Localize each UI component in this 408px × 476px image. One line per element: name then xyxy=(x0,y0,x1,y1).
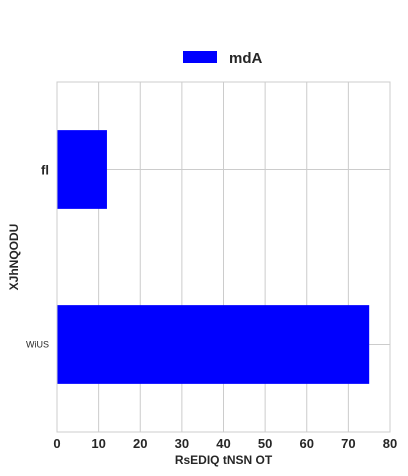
x-tick-label: 20 xyxy=(133,436,147,451)
x-tick-label: 10 xyxy=(91,436,105,451)
bar-WiUS xyxy=(57,305,370,384)
x-tick-label: 50 xyxy=(258,436,272,451)
plot-frame xyxy=(56,81,391,433)
y-tick-label: WiUS xyxy=(26,340,49,350)
x-axis-label: RsEDIQ tNSN OT xyxy=(175,453,273,467)
x-tick-label: 40 xyxy=(216,436,230,451)
legend-swatch xyxy=(183,51,217,63)
x-tick-label: 30 xyxy=(175,436,189,451)
y-axis-label: XJhNQODU xyxy=(7,224,21,291)
x-tick-label: 80 xyxy=(383,436,397,451)
y-tick-label: fl xyxy=(41,163,49,178)
legend-label: mdA xyxy=(229,50,263,67)
x-tick-label: 60 xyxy=(300,436,314,451)
legend: mdA xyxy=(183,50,263,67)
bars xyxy=(57,130,370,384)
x-tick-label: 70 xyxy=(341,436,355,451)
x-tick-labels: 0 10 20 30 40 50 60 70 80 xyxy=(53,436,397,451)
bar-fl xyxy=(57,130,107,209)
x-tick-label: 0 xyxy=(53,436,60,451)
y-tick-labels: fl WiUS xyxy=(26,163,49,350)
